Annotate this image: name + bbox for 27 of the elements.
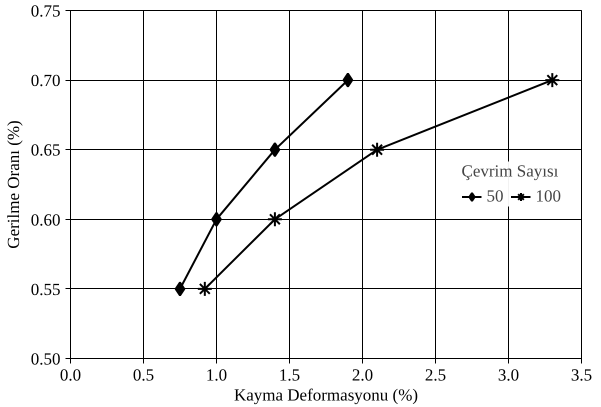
y-tick-label: 0.50 [30, 350, 60, 368]
x-tick-label: 2.0 [352, 366, 374, 384]
point [266, 211, 283, 228]
y-axis-title: Gerilme Oranı (%) [4, 120, 23, 249]
y-tick-label: 0.65 [30, 140, 60, 160]
y-tick-label: 0.60 [30, 210, 60, 230]
point [211, 212, 222, 227]
x-tick-label: 1.5 [278, 366, 300, 384]
legend-label: 50 [486, 186, 504, 206]
x-tick-label: 3.0 [498, 366, 520, 384]
point [369, 142, 386, 158]
y-tick-label: 0.55 [30, 280, 60, 299]
x-tick-label: 3.5 [570, 366, 592, 384]
legend-label: 100 [536, 186, 561, 206]
x-tick-label: 1.0 [206, 366, 228, 384]
y-tick-label: 0.75 [30, 2, 60, 20]
y-tick-label: 0.70 [30, 71, 60, 90]
point [270, 142, 280, 158]
x-tick-label: 0.5 [132, 366, 154, 384]
x-axis-title: Kayma Deformasyonu (%) [234, 386, 418, 404]
point [196, 280, 213, 297]
legend-title: Çevrim Sayısı [462, 162, 560, 182]
point [174, 281, 186, 296]
x-tick-label: 2.5 [424, 366, 446, 384]
point [342, 72, 354, 88]
point [544, 72, 560, 88]
x-tick-label: 0.0 [60, 366, 82, 384]
